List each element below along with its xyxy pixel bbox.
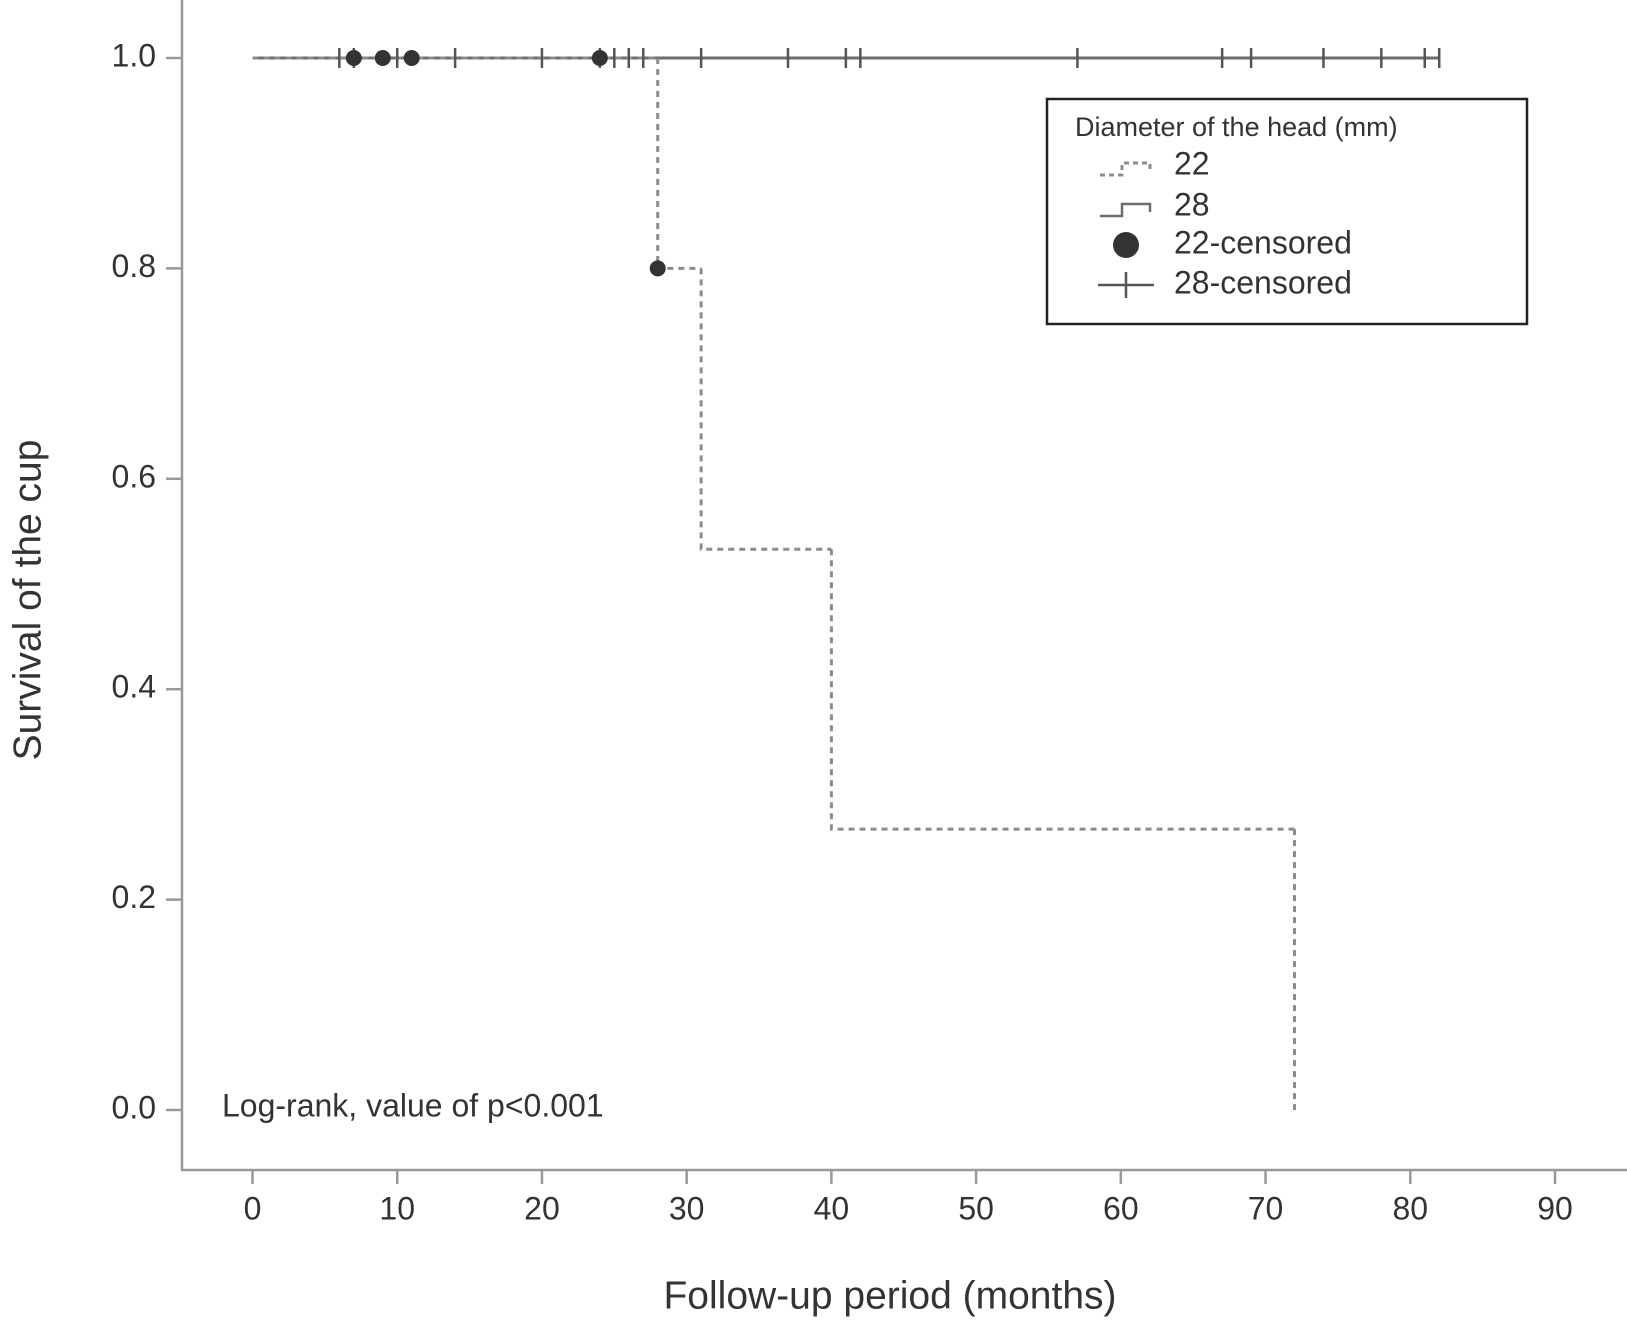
y-tick-label: 1.0: [112, 37, 156, 73]
censored-dot: [403, 50, 420, 66]
y-tick-label: 0.0: [112, 1089, 156, 1125]
x-tick-label: 90: [1537, 1190, 1573, 1226]
x-tick-label: 30: [669, 1190, 705, 1226]
x-tick-label: 40: [814, 1190, 850, 1226]
legend-label: 28: [1174, 186, 1210, 222]
y-tick-label: 0.2: [112, 879, 156, 915]
y-tick-label: 0.8: [112, 248, 156, 284]
x-tick-label: 70: [1248, 1190, 1284, 1226]
x-tick-label: 80: [1392, 1190, 1428, 1226]
censored-dot: [374, 50, 391, 66]
x-tick-label: 0: [244, 1190, 262, 1226]
legend-symbol: [1113, 232, 1139, 258]
y-axis-title: Survival of the cup: [6, 440, 49, 761]
step-line: [829, 549, 1295, 831]
step-line: [699, 268, 832, 551]
x-tick-label: 50: [958, 1190, 994, 1226]
y-tick-label: 0.4: [112, 669, 156, 705]
y-tick-label: 0.6: [112, 458, 156, 494]
legend-symbol: [1100, 161, 1152, 177]
legend-label: 22-censored: [1174, 224, 1352, 260]
legend-label: 28-censored: [1174, 264, 1352, 300]
legend-label: 22: [1174, 145, 1210, 181]
legend-symbol: [1098, 272, 1154, 298]
annotation: Log-rank, value of p<0.001: [222, 1087, 604, 1123]
x-tick-label: 20: [524, 1190, 560, 1226]
censored-dot: [345, 50, 362, 66]
x-axis-title: Follow-up period (months): [663, 1274, 1116, 1317]
x-tick-label: 60: [1103, 1190, 1139, 1226]
legend-symbol: [1100, 202, 1152, 218]
step-line: [656, 58, 702, 270]
legend-title: Diameter of the head (mm): [1075, 112, 1398, 142]
censored-dot: [591, 50, 608, 66]
legend-box: [1045, 97, 1529, 326]
x-tick-label: 10: [379, 1190, 415, 1226]
censored-dot: [649, 260, 666, 277]
